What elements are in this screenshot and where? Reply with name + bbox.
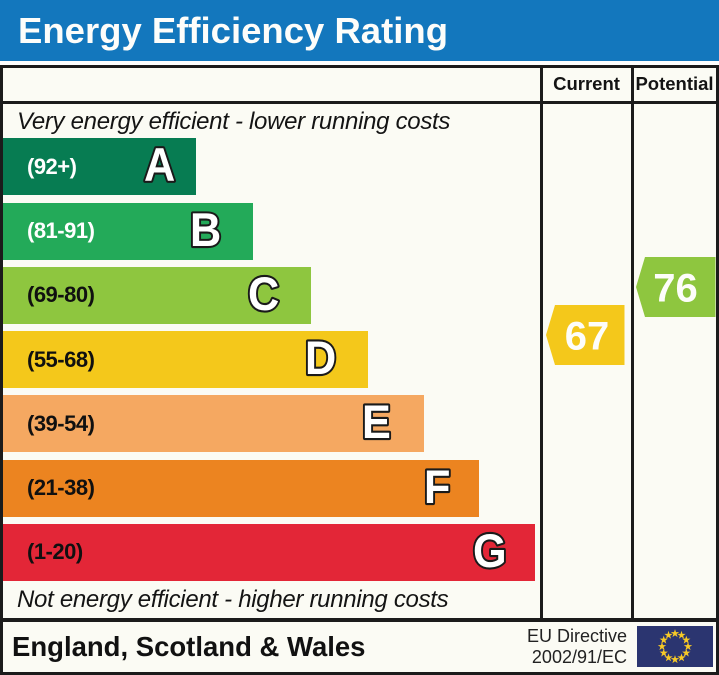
svg-text:D: D xyxy=(305,331,336,384)
svg-text:C: C xyxy=(248,267,279,320)
svg-text:F: F xyxy=(424,460,450,513)
svg-text:G: G xyxy=(473,524,507,577)
svg-text:76: 76 xyxy=(653,267,698,311)
svg-text:B: B xyxy=(190,203,221,256)
svg-text:E: E xyxy=(362,395,391,448)
svg-text:A: A xyxy=(144,138,175,191)
svg-text:67: 67 xyxy=(565,315,610,359)
